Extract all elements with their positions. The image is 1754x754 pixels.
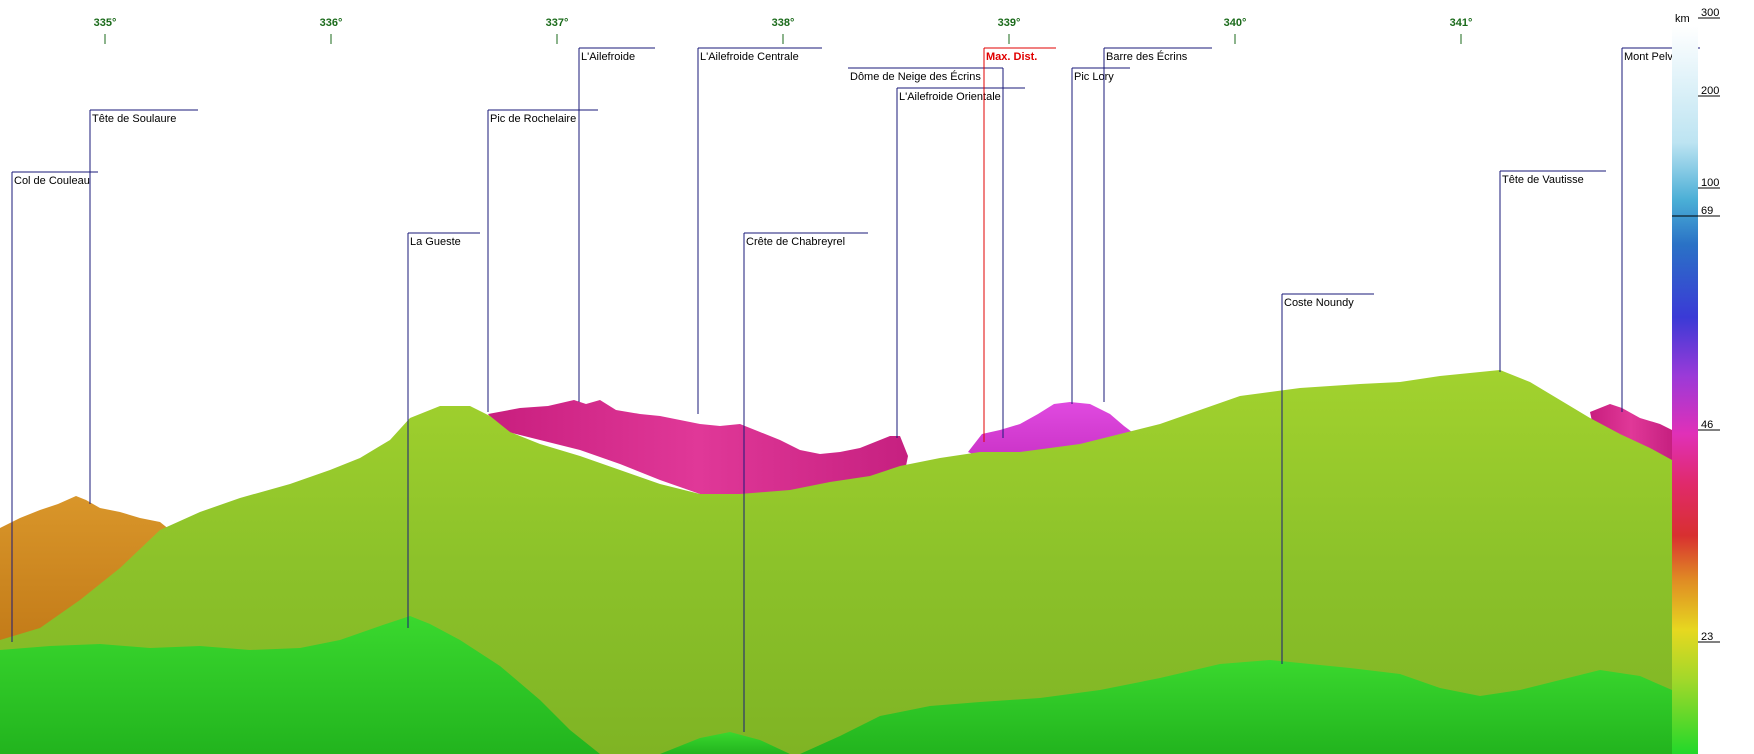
peak-marker: Coste Noundy <box>1281 293 1374 664</box>
peak-marker: Barre des Écrins <box>1103 47 1212 402</box>
peak-label: L'Ailefroide Centrale <box>700 51 799 63</box>
peak-label: Max. Dist. <box>986 51 1037 63</box>
distance-scale-label: 100 <box>1701 177 1719 189</box>
peak-marker: Tête de Vautisse <box>1499 170 1606 372</box>
peak-marker: Max. Dist. <box>983 47 1056 442</box>
peak-label: L'Ailefroide <box>581 51 635 63</box>
peak-label: Barre des Écrins <box>1106 50 1188 63</box>
peak-marker: Dôme de Neige des Écrins <box>848 67 1004 438</box>
bearing-label: 336° <box>320 17 343 29</box>
peak-marker: Pic Lory <box>1071 67 1130 404</box>
peak-marker: L'Ailefroide Centrale <box>697 47 822 414</box>
bearing-label: 341° <box>1450 17 1473 29</box>
bearing-label: 339° <box>998 17 1021 29</box>
peak-label: La Gueste <box>410 236 461 248</box>
bearing-label: 335° <box>94 17 117 29</box>
peak-marker: L'Ailefroide Orientale <box>896 87 1025 438</box>
distance-scale-label: 69 <box>1701 205 1713 217</box>
bearing-label: 337° <box>546 17 569 29</box>
distance-scale-label: 23 <box>1701 631 1713 643</box>
ridge-near-mid <box>660 732 790 754</box>
peak-label: Tête de Vautisse <box>1502 174 1584 186</box>
bearing-label: 340° <box>1224 17 1247 29</box>
peak-label: Col de Couleau <box>14 175 90 187</box>
distance-scale-label: 46 <box>1701 419 1713 431</box>
peak-label: Pic Lory <box>1074 71 1114 83</box>
peak-labels: Col de Couleau Tête de Soulaure La Gueste P… <box>11 47 1700 732</box>
distance-scale-label: 200 <box>1701 85 1719 97</box>
bearing-axis: 335° 336° 337° 338° 339° 340° 341° <box>94 17 1473 44</box>
ridge-orange <box>0 496 170 648</box>
distance-scale-label: 300 <box>1701 7 1719 19</box>
peak-label: Dôme de Neige des Écrins <box>850 70 981 83</box>
distance-scale-unit: km <box>1675 13 1690 25</box>
peak-marker: Pic de Rochelaire <box>487 109 598 412</box>
peak-marker: L'Ailefroide <box>578 47 655 402</box>
ridge-near-right <box>800 660 1672 754</box>
distance-scale: km 300 200 100 69 46 23 <box>1672 7 1720 754</box>
bearing-label: 338° <box>772 17 795 29</box>
peak-label: L'Ailefroide Orientale <box>899 91 1001 103</box>
peak-marker: Tête de Soulaure <box>89 109 198 504</box>
peak-label: Pic de Rochelaire <box>490 113 576 125</box>
peak-marker: Crête de Chabreyrel <box>743 232 868 732</box>
ridge-far-pink <box>488 400 908 496</box>
peak-label: Crête de Chabreyrel <box>746 236 845 248</box>
peak-marker: Col de Couleau <box>11 171 98 642</box>
peak-label: Tête de Soulaure <box>92 113 176 125</box>
peak-marker: La Gueste <box>407 232 480 628</box>
ridge-near <box>0 616 600 754</box>
peak-label: Coste Noundy <box>1284 297 1354 309</box>
distance-scale-bar <box>1672 26 1698 754</box>
